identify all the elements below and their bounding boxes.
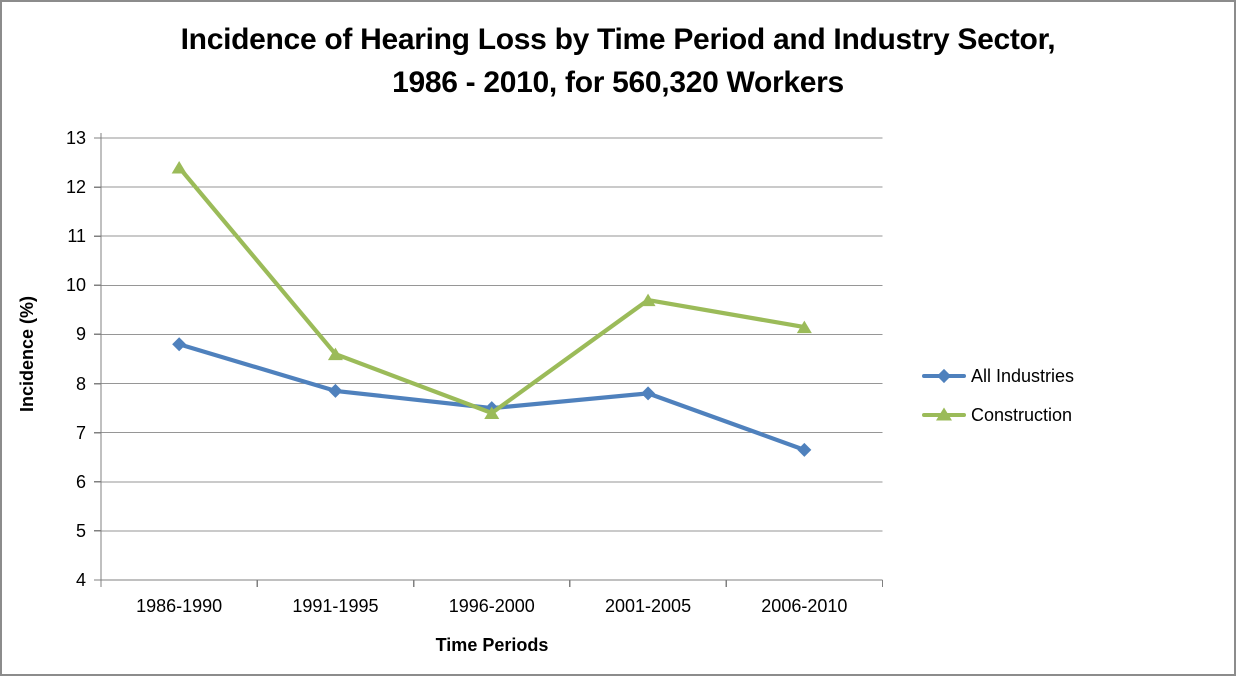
triangle-marker-construction <box>171 160 187 174</box>
legend-line-all-industries <box>922 368 966 383</box>
chart-title-line1: Incidence of Hearing Loss by Time Period… <box>180 23 1056 56</box>
diamond-marker-all-industries <box>797 442 812 457</box>
triangle-marker-construction <box>796 320 812 334</box>
diamond-marker-all-industries <box>328 383 343 398</box>
series-line-all-industries <box>177 342 807 452</box>
legend-label: All Industries <box>971 365 1075 386</box>
triangle-icon <box>936 406 952 420</box>
chart-title: Incidence of Hearing Loss by Time Period… <box>2 18 1234 104</box>
series-line-construction <box>177 165 807 416</box>
legend-item-construction: Construction <box>922 395 1074 434</box>
legend-item-all-industries: All Industries <box>922 356 1074 395</box>
legend-label: Construction <box>971 404 1073 425</box>
diamond-marker-all-industries <box>641 386 656 401</box>
triangle-marker-construction <box>327 347 343 361</box>
chart-title-line2: 1986 - 2010, for 560,320 Workers <box>392 66 844 99</box>
x-axis-title: Time Periods <box>435 635 549 655</box>
triangle-marker-construction <box>640 293 656 307</box>
triangle-marker-construction <box>484 406 500 420</box>
diamond-icon <box>936 368 952 383</box>
y-axis-title: Incidence (%) <box>16 295 37 413</box>
legend: All Industries Construction <box>922 356 1074 434</box>
diamond-marker-all-industries <box>172 337 187 352</box>
legend-line-construction <box>922 406 966 420</box>
